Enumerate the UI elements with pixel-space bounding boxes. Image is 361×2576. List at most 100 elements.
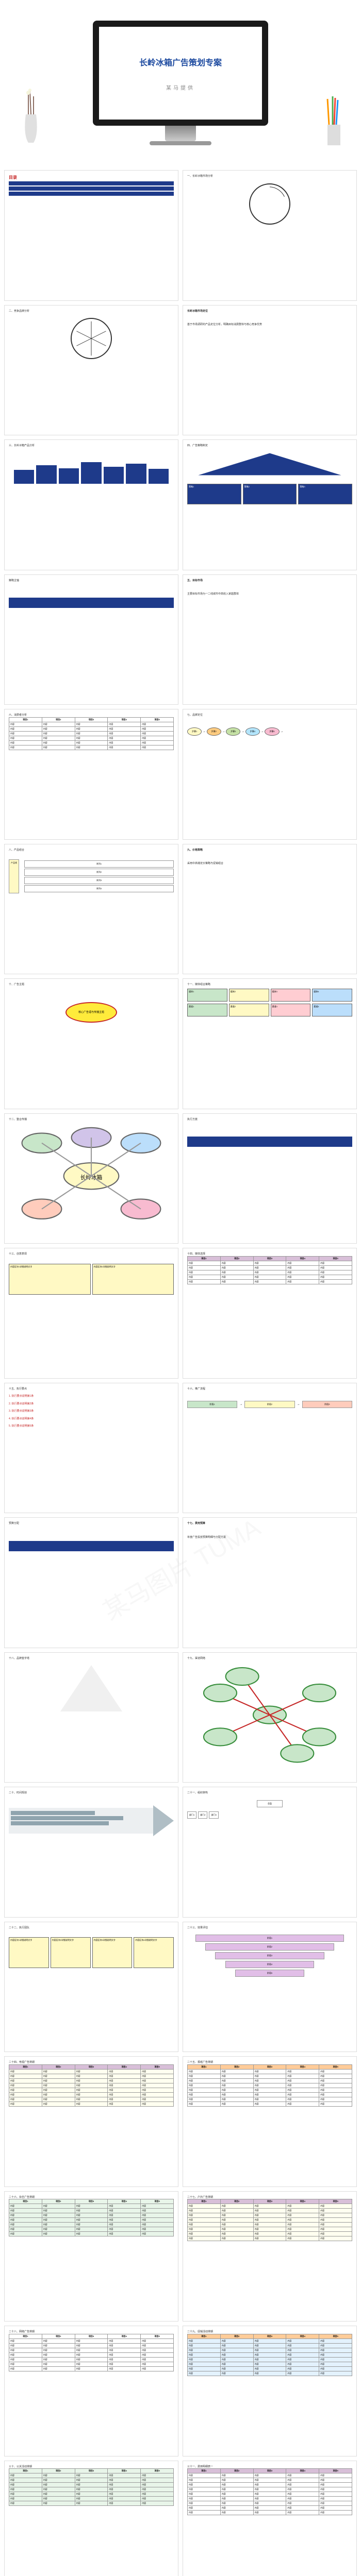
- slide-thumbnail[interactable]: 二十五、报纸广告排期项目1项目2项目3项目4项目5内容内容内容内容内容内容内容内…: [183, 2056, 357, 2187]
- matrix-cell: 媒体3: [271, 989, 311, 1002]
- slide-heading: 八、产品组合: [9, 849, 174, 852]
- section-bar: [9, 1541, 174, 1551]
- chart-bar: [104, 467, 124, 484]
- slide-thumbnail[interactable]: 十七、费用预算年度广告投放预算明细与分配方案: [183, 1517, 357, 1648]
- arrow-icon: →: [297, 1403, 300, 1406]
- pillar-box: 策略2: [243, 484, 297, 504]
- funnel-stage: 阶段1: [195, 1935, 344, 1942]
- slide-thumbnail[interactable]: 七、品牌定位步骤1 → 步骤2 → 步骤3 → 步骤4 → 步骤5 →: [183, 709, 357, 840]
- slide-thumbnail[interactable]: 二十九、促销活动排期项目1项目2项目3项目4项目5内容内容内容内容内容内容内容内…: [183, 2326, 357, 2456]
- presentation-title: 长岭冰箱广告策划专案: [139, 56, 222, 68]
- slide-heading: 十五、执行要点: [9, 1387, 174, 1391]
- slide-thumbnail[interactable]: 长岭冰箱市场定位基于市场调研的产品定位分析，明确目标消费群体与核心竞争优势: [183, 305, 357, 436]
- slide-heading: 二、竞争品牌分析: [9, 310, 174, 313]
- pillar-row: 策略1策略2策略3: [187, 484, 352, 504]
- slide-thumbnail[interactable]: 二十二、执行团队内容区块1详细说明文字内容区块2详细说明文字内容区块3详细说明文…: [4, 1922, 178, 2053]
- pillar-box: 策略1: [187, 484, 241, 504]
- slide-thumbnail[interactable]: 十九、渠道网络: [183, 1652, 357, 1783]
- slide-thumbnail[interactable]: 二十三、效果评估阶段1阶段2阶段3阶段4阶段5: [183, 1922, 357, 2053]
- list-item: 2. 执行要点说明第2条: [9, 1402, 174, 1406]
- tree-leaf: 系列4: [24, 885, 174, 892]
- matrix-cell: 媒体4: [312, 989, 352, 1002]
- slide-thumbnail[interactable]: 十三、创意表现内容区块1详细说明文字内容区块2详细说明文字: [4, 1248, 178, 1379]
- toc-title: 目录: [9, 175, 174, 180]
- slide-thumbnail[interactable]: 十、广告主题核心广告语与传播主题: [4, 978, 178, 1109]
- slide-thumbnail[interactable]: 二、竞争品牌分析: [4, 305, 178, 436]
- slide-heading: 执行方案: [187, 1118, 352, 1122]
- org-chart: 总监部门1部门2部门3: [187, 1800, 352, 1819]
- slide-thumbnail[interactable]: 执行方案: [183, 1113, 357, 1244]
- content-box: 内容区块3详细说明文字: [92, 1937, 133, 1968]
- slide-thumbnail[interactable]: 二十七、户外广告排期项目1项目2项目3项目4项目5内容内容内容内容内容内容内容内…: [183, 2191, 357, 2322]
- slide-body: 采用中高端定价策略与促销组合: [187, 862, 352, 866]
- network-diagram: [187, 1660, 352, 1770]
- chart-bar: [126, 464, 146, 484]
- tree-leaf: 系列1: [24, 860, 174, 868]
- data-table: 项目1项目2项目3项目4项目5内容内容内容内容内容内容内容内容内容内容内容内容内…: [9, 717, 174, 750]
- slide-heading: 长岭冰箱市场定位: [187, 310, 352, 313]
- slide-thumbnail[interactable]: 六、消费者分析项目1项目2项目3项目4项目5内容内容内容内容内容内容内容内容内容…: [4, 709, 178, 840]
- slide-thumbnail[interactable]: 策略主轴: [4, 574, 178, 705]
- slide-thumbnail[interactable]: 九、价格策略采用中高端定价策略与促销组合: [183, 844, 357, 975]
- slide-thumbnail[interactable]: 四、广告策略制定策略1策略2策略3: [183, 439, 357, 570]
- slide-thumbnail[interactable]: 十五、执行要点1. 执行要点说明第1条2. 执行要点说明第2条3. 执行要点说明…: [4, 1383, 178, 1514]
- tree-diagram: 产品线系列1系列2系列3系列4: [9, 859, 174, 893]
- box-group: 内容区块1详细说明文字内容区块2详细说明文字内容区块3详细说明文字内容区块4详细…: [9, 1937, 174, 1968]
- slide-thumbnail[interactable]: 一、长岭冰箱市场分析: [183, 170, 357, 301]
- slide-thumbnail[interactable]: 十四、媒体选择项目1项目2项目3项目4项目5内容内容内容内容内容内容内容内容内容…: [183, 1248, 357, 1379]
- slide-thumbnail[interactable]: 十一、媒体组合策略媒体1媒体2媒体3媒体4渠道1渠道2渠道3渠道4: [183, 978, 357, 1109]
- slide-heading: 二十、时间规划: [9, 1791, 174, 1795]
- content-box: 内容区块1详细说明文字: [9, 1937, 49, 1968]
- slide-thumbnail[interactable]: 八、产品组合产品线系列1系列2系列3系列4: [4, 844, 178, 975]
- flow-steps: 阶段1→阶段2→阶段3: [187, 1401, 352, 1408]
- flow-diagram: 步骤1 → 步骤2 → 步骤3 → 步骤4 → 步骤5 →: [187, 727, 352, 736]
- slide-thumbnail[interactable]: 二十六、杂志广告排期项目1项目2项目3项目4项目5内容内容内容内容内容内容内容内…: [4, 2191, 178, 2322]
- slide-heading: 九、价格策略: [187, 849, 352, 852]
- theme-oval: 核心广告语与传播主题: [65, 1002, 117, 1023]
- slide-heading: 二十二、执行团队: [9, 1926, 174, 1930]
- arrow-icon: →: [239, 1403, 242, 1406]
- arrow-timeline: [9, 1805, 174, 1836]
- slide-thumbnail[interactable]: 十六、推广流程阶段1→阶段2→阶段3: [183, 1383, 357, 1514]
- chart-bar: [81, 462, 101, 484]
- monitor-stand: [165, 126, 196, 141]
- matrix-cell: 渠道4: [312, 1004, 352, 1016]
- slide-thumbnail[interactable]: 二十、时间规划: [4, 1787, 178, 1918]
- pie-chart: [71, 318, 112, 359]
- header-mockup: 长岭冰箱广告策划专案 某马提供: [0, 0, 361, 166]
- list-item: 1. 执行要点说明第1条: [9, 1395, 174, 1398]
- slide-body: 主要目标市场为一二线城市中高收入家庭群体: [187, 592, 352, 596]
- slide-body: 年度广告投放预算明细与分配方案: [187, 1536, 352, 1539]
- data-table: 项目1项目2项目3项目4项目5内容内容内容内容内容内容内容内容内容内容内容内容内…: [9, 2334, 174, 2371]
- org-node: 部门1: [187, 1811, 196, 1819]
- matrix-cell: 渠道1: [187, 1004, 227, 1016]
- vase-decoration: [15, 83, 46, 145]
- slide-heading: 十八、品牌金字塔: [9, 1657, 174, 1660]
- monitor-base: [150, 141, 211, 145]
- flow-step: 阶段1: [187, 1401, 237, 1408]
- slide-thumbnail[interactable]: 十二、整合传播长岭冰箱: [4, 1113, 178, 1244]
- slide-thumbnail[interactable]: 三十、公关活动排期项目1项目2项目3项目4项目5内容内容内容内容内容内容内容内容…: [4, 2461, 178, 2576]
- matrix-cell: 媒体1: [187, 989, 227, 1002]
- slide-thumbnail[interactable]: 目录: [4, 170, 178, 301]
- funnel-stage: 阶段4: [225, 1961, 315, 1968]
- pillar-box: 策略3: [298, 484, 352, 504]
- section-bar: [9, 598, 174, 608]
- flow-node: 步骤2: [207, 727, 221, 736]
- toc-bar: [9, 192, 174, 196]
- pencils-decoration: [320, 94, 346, 145]
- slide-thumbnail[interactable]: 二十一、组织架构总监部门1部门2部门3: [183, 1787, 357, 1918]
- roof-icon: [187, 448, 352, 481]
- data-table: 项目1项目2项目3项目4项目5内容内容内容内容内容内容内容内容内容内容内容内容内…: [9, 2199, 174, 2236]
- slide-thumbnail[interactable]: 三、长岭冰箱产品分析: [4, 439, 178, 570]
- flow-node: 步骤5: [265, 727, 279, 736]
- slide-thumbnail[interactable]: 五、目标市场主要目标市场为一二线城市中高收入家庭群体: [183, 574, 357, 705]
- slide-thumbnail[interactable]: 三十一、费用明细表一项目1项目2项目3项目4项目5内容内容内容内容内容内容内容内…: [183, 2461, 357, 2576]
- data-table: 项目1项目2项目3项目4项目5内容内容内容内容内容内容内容内容内容内容内容内容内…: [187, 2468, 352, 2515]
- slide-thumbnail[interactable]: 十八、品牌金字塔: [4, 1652, 178, 1783]
- slide-thumbnail[interactable]: 二十四、电视广告排期项目1项目2项目3项目4项目5内容内容内容内容内容内容内容内…: [4, 2056, 178, 2187]
- slide-thumbnail[interactable]: 二十八、网络广告排期项目1项目2项目3项目4项目5内容内容内容内容内容内容内容内…: [4, 2326, 178, 2456]
- slide-thumbnail[interactable]: 预算分配: [4, 1517, 178, 1648]
- slide-heading: 二十一、组织架构: [187, 1791, 352, 1795]
- presentation-subtitle: 某马提供: [166, 83, 195, 91]
